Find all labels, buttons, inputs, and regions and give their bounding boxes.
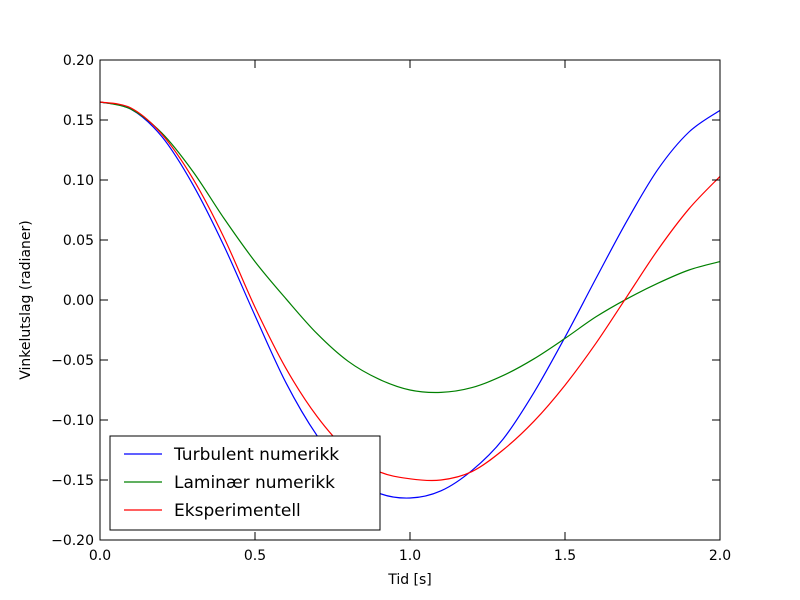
series-line-2 (99, 101, 721, 394)
legend-label: Laminær numerikk (174, 473, 335, 493)
series-line-3 (99, 101, 721, 482)
y-tick-label: −0.05 (51, 353, 94, 369)
x-tick-label: 2.0 (709, 548, 731, 564)
legend-label: Eksperimentell (174, 501, 301, 521)
x-axis-label: Tid [s] (387, 572, 432, 588)
series-line-1 (99, 101, 721, 499)
y-tick-label: −0.10 (51, 413, 94, 429)
y-tick-label: −0.20 (51, 533, 94, 549)
legend-box (109, 435, 381, 531)
y-tick-label: 0.20 (63, 53, 94, 69)
tick-layer: 0.0 0.5 1.0 1.5 2.0 0.20 0.15 0.10 0.05 0.00 −0.05… (51, 53, 731, 564)
y-tick-label: 0.15 (63, 113, 94, 129)
y-tick-label: −0.15 (51, 473, 94, 489)
y-tick-label: 0.10 (63, 173, 94, 189)
series-layer (99, 101, 721, 499)
legend: Turbulent numerikk Laminær numerikk Eksper… (109, 435, 381, 531)
x-tick-label: 0.0 (89, 548, 111, 564)
legend-label: Turbulent numerikk (173, 445, 339, 465)
y-tick-label: 0.00 (63, 293, 94, 309)
x-tick-label: 0.5 (244, 548, 266, 564)
x-tick-label: 1.5 (554, 548, 576, 564)
plot-frame (99, 59, 721, 541)
y-axis-label: Vinkelutslag (radianer) (18, 220, 34, 379)
y-tick-label: 0.05 (63, 233, 94, 249)
x-tick-label: 1.0 (399, 548, 421, 564)
